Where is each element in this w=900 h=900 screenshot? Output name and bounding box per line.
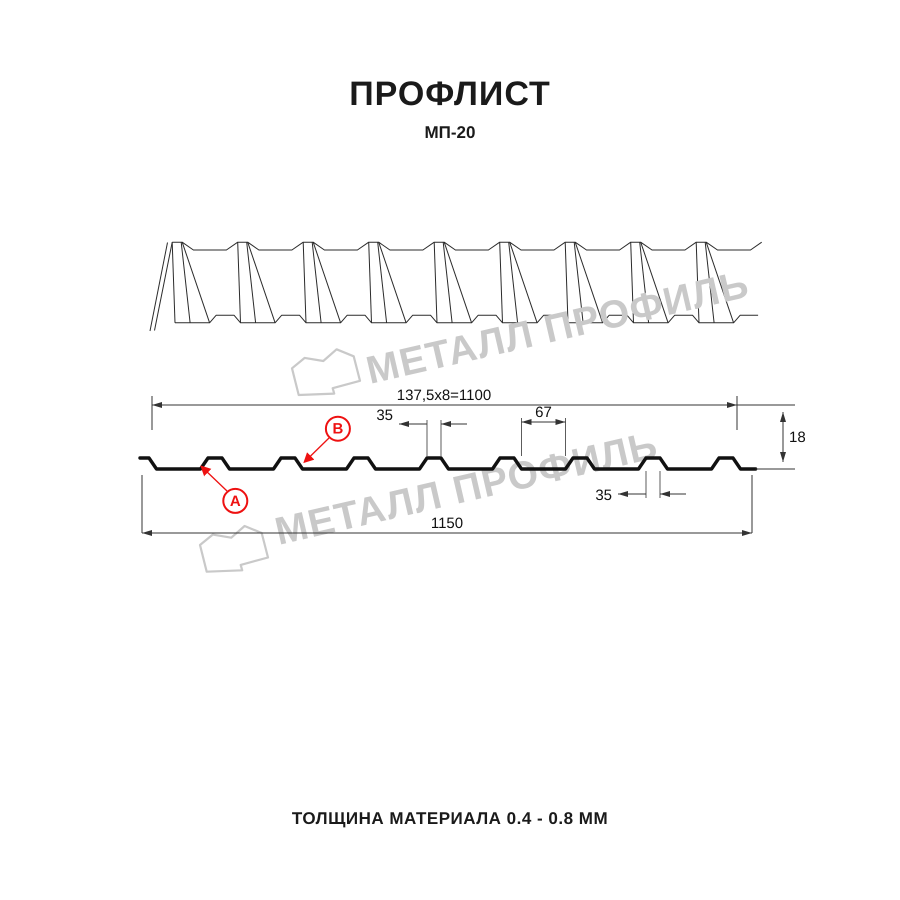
svg-text:1150: 1150 (431, 515, 463, 532)
svg-text:67: 67 (535, 404, 552, 421)
svg-text:МП-20: МП-20 (425, 123, 476, 142)
svg-text:137,5x8=1100: 137,5x8=1100 (397, 387, 491, 404)
svg-text:35: 35 (595, 487, 612, 504)
svg-text:B: B (332, 421, 343, 438)
svg-text:18: 18 (789, 429, 806, 446)
svg-text:ПРОФЛИСТ: ПРОФЛИСТ (349, 75, 551, 113)
svg-text:МЕТАЛЛ ПРОФИЛЬ: МЕТАЛЛ ПРОФИЛЬ (362, 263, 753, 393)
svg-text:A: A (230, 493, 241, 510)
svg-text:ТОЛЩИНА МАТЕРИАЛА 0.4 - 0.8 ММ: ТОЛЩИНА МАТЕРИАЛА 0.4 - 0.8 ММ (292, 809, 608, 828)
svg-text:35: 35 (376, 407, 393, 424)
